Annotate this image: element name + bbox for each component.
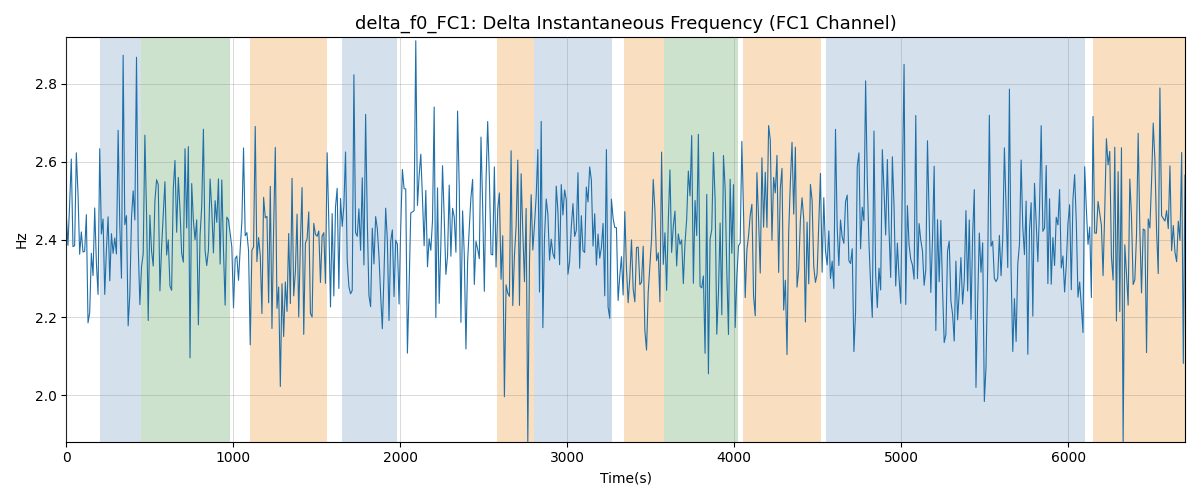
- Bar: [497, 38, 534, 442]
- Bar: [142, 38, 230, 442]
- Bar: [342, 38, 397, 442]
- Title: delta_f0_FC1: Delta Instantaneous Frequency (FC1 Channel): delta_f0_FC1: Delta Instantaneous Freque…: [355, 15, 896, 34]
- Bar: [664, 38, 738, 442]
- Bar: [534, 38, 612, 442]
- Bar: [1093, 38, 1186, 442]
- Bar: [826, 38, 1085, 442]
- X-axis label: Time(s): Time(s): [600, 471, 652, 485]
- Y-axis label: Hz: Hz: [16, 230, 29, 248]
- Bar: [624, 38, 664, 442]
- Bar: [743, 38, 821, 442]
- Bar: [100, 38, 142, 442]
- Bar: [250, 38, 326, 442]
